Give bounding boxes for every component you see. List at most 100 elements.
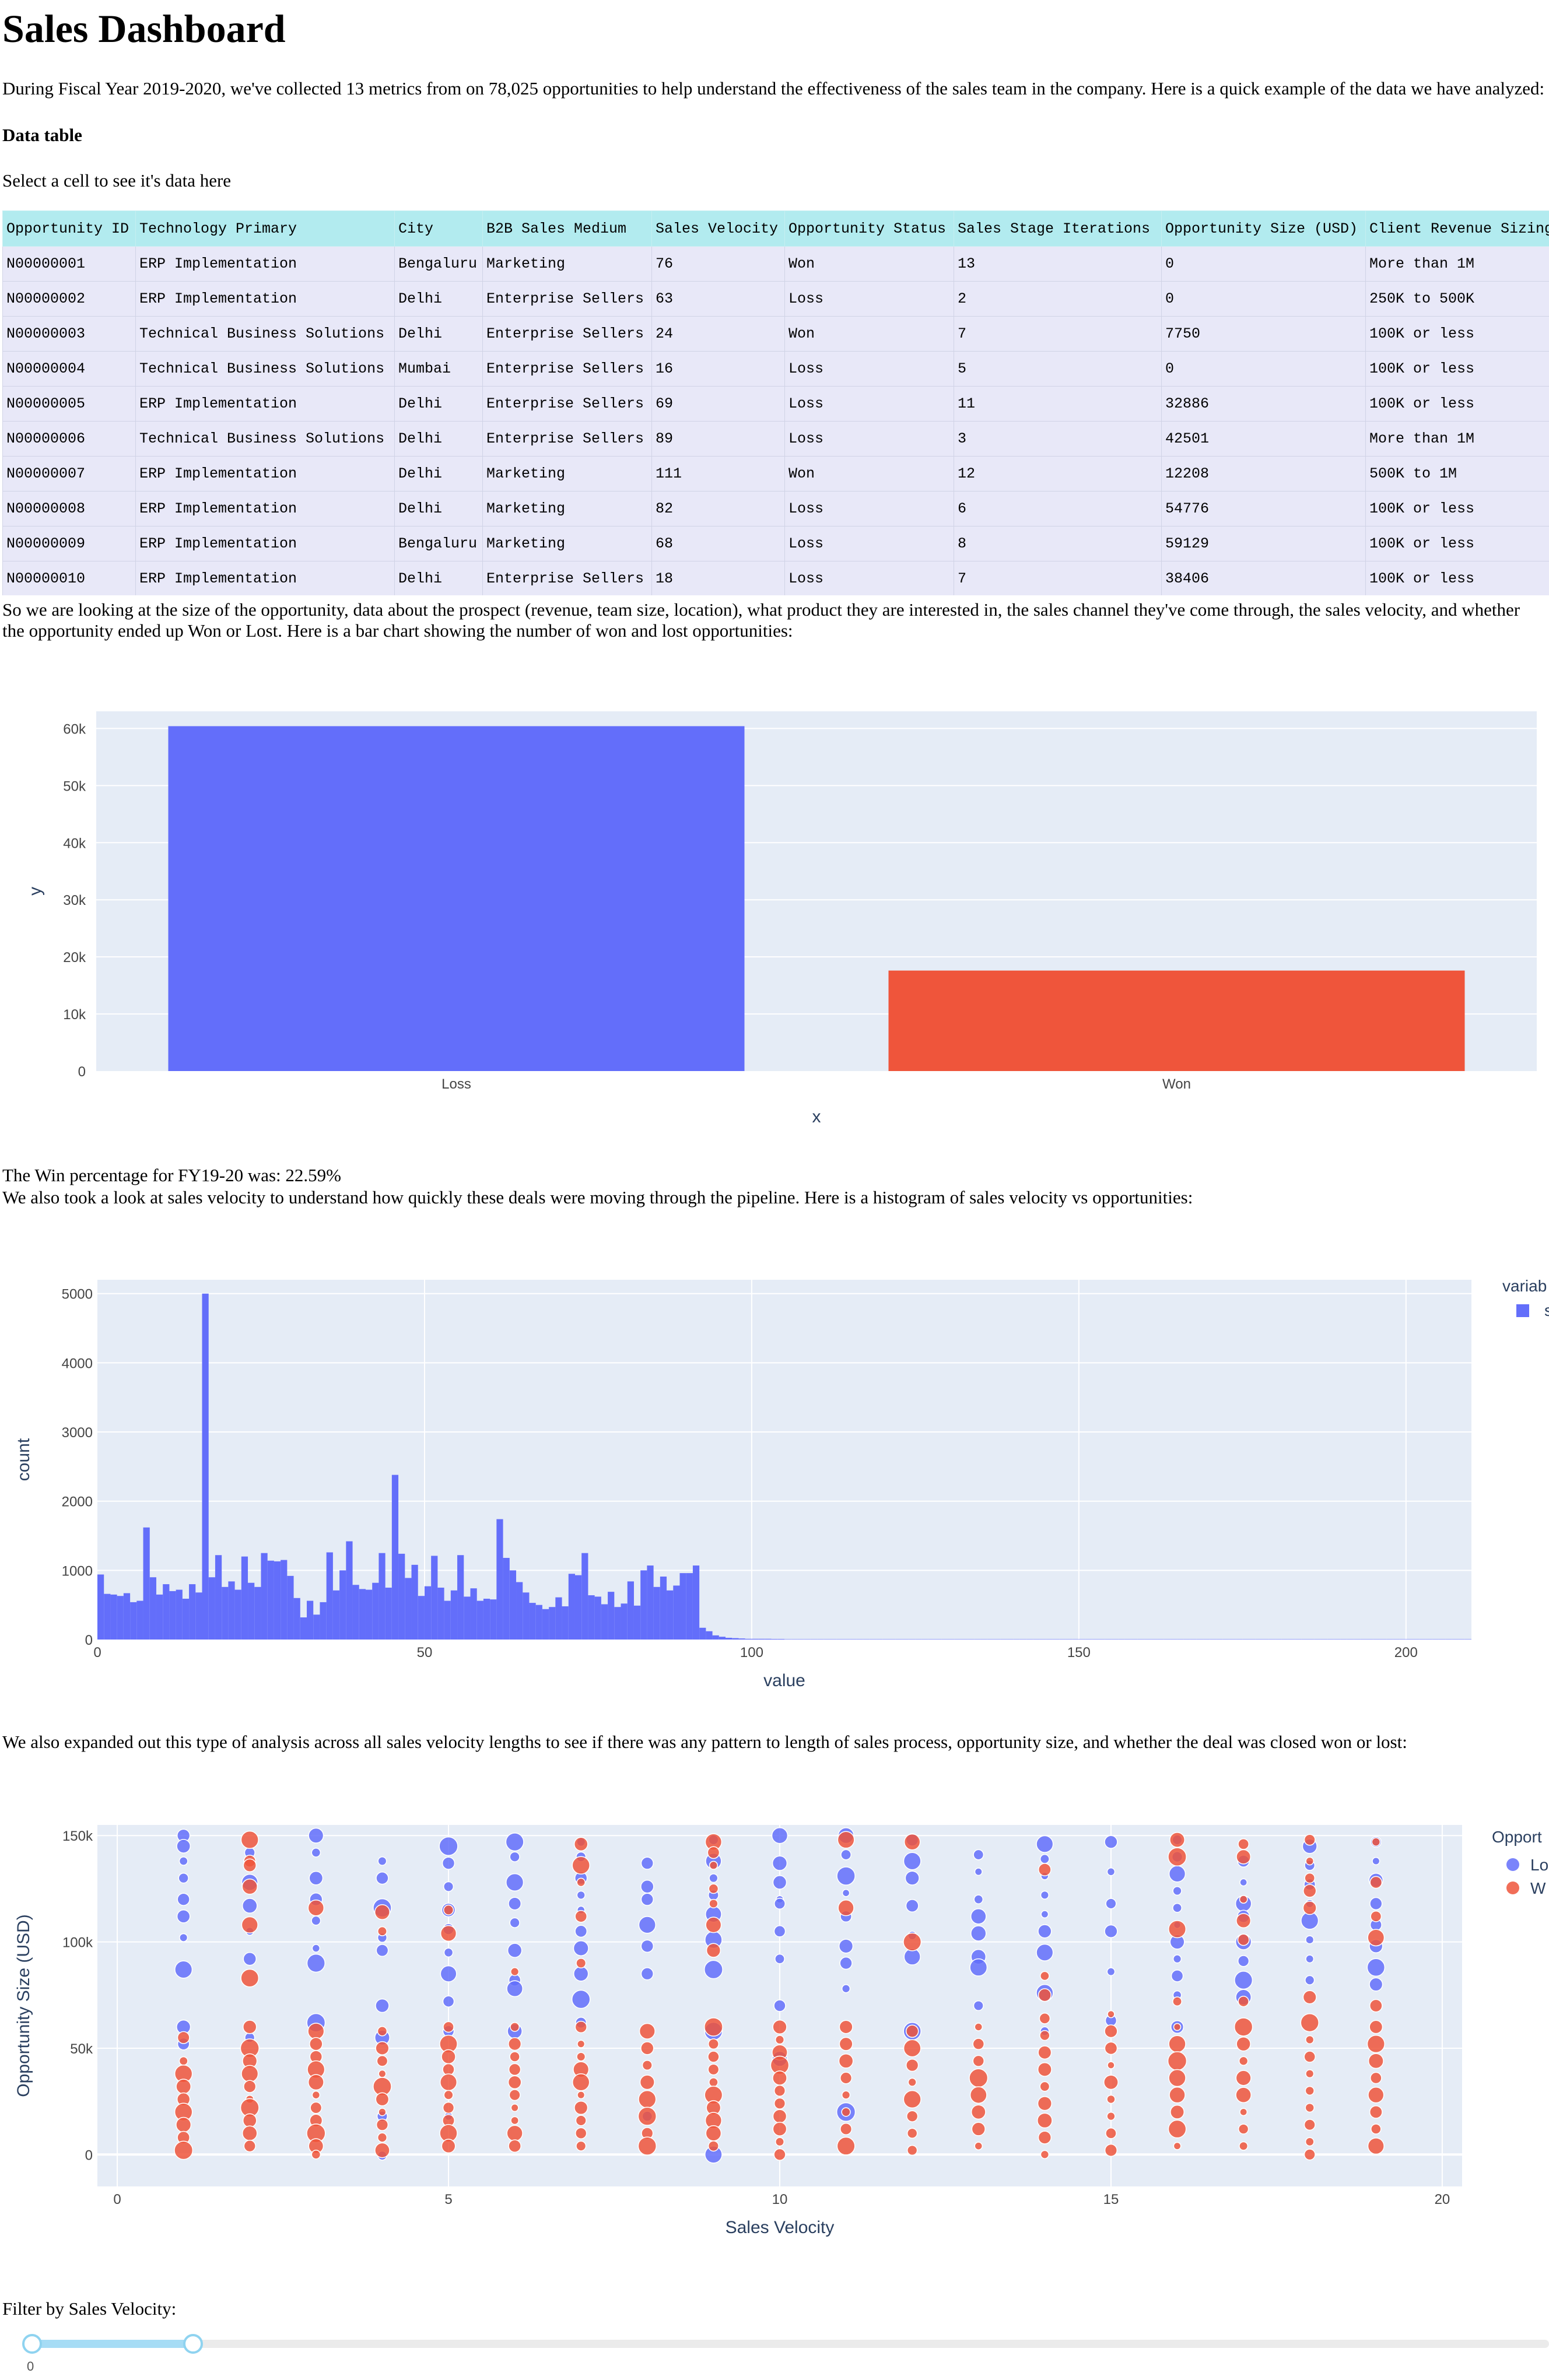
table-cell[interactable]: Won — [784, 456, 954, 492]
table-cell[interactable]: 13 — [954, 246, 1162, 282]
table-cell[interactable]: 3 — [954, 421, 1162, 457]
table-cell[interactable]: 42501 — [1161, 421, 1366, 457]
table-cell[interactable]: 6 — [954, 491, 1162, 526]
bar-won[interactable] — [888, 970, 1465, 1071]
table-cell[interactable]: Loss — [784, 281, 954, 317]
table-cell[interactable]: ERP Implementation — [135, 386, 395, 422]
table-cell[interactable]: N00000004 — [2, 351, 136, 387]
table-cell[interactable]: N00000006 — [2, 421, 136, 457]
column-header[interactable]: Opportunity Status — [784, 210, 954, 247]
table-cell[interactable]: 7 — [954, 561, 1162, 595]
data-table[interactable]: Opportunity ID Technology Primary City B2B … — [2, 210, 1549, 595]
table-cell[interactable]: Delhi — [394, 386, 483, 422]
table-cell[interactable]: Won — [784, 316, 954, 352]
table-row[interactable]: N00000004 Technical Business Solutions Mum… — [2, 351, 1549, 387]
table-row[interactable]: N00000005 ERP Implementation Delhi Enterpri… — [2, 386, 1549, 422]
table-cell[interactable]: Loss — [784, 491, 954, 526]
table-cell[interactable]: Loss — [784, 351, 954, 387]
table-cell[interactable]: Delhi — [394, 561, 483, 595]
table-cell[interactable]: Marketing — [482, 246, 652, 282]
table-row[interactable]: N00000009 ERP Implementation Bengaluru Mark… — [2, 526, 1549, 561]
table-row[interactable]: N00000008 ERP Implementation Delhi Marketin… — [2, 491, 1549, 526]
table-cell[interactable]: 250K to 500K — [1365, 281, 1549, 317]
table-cell[interactable]: 100K or less — [1365, 351, 1549, 387]
table-cell[interactable]: 0 — [1161, 281, 1366, 317]
table-cell[interactable]: 8 — [954, 526, 1162, 561]
table-cell[interactable]: 59129 — [1161, 526, 1366, 561]
table-cell[interactable]: 18 — [651, 561, 785, 595]
column-header[interactable]: B2B Sales Medium — [482, 210, 652, 247]
bar-loss[interactable] — [168, 726, 745, 1071]
table-cell[interactable]: N00000002 — [2, 281, 136, 317]
table-cell[interactable]: N00000007 — [2, 456, 136, 492]
column-header[interactable]: Opportunity Size (USD) — [1161, 210, 1366, 247]
table-cell[interactable]: N00000009 — [2, 526, 136, 561]
table-cell[interactable]: ERP Implementation — [135, 491, 395, 526]
table-cell[interactable]: Won — [784, 246, 954, 282]
table-cell[interactable]: 5 — [954, 351, 1162, 387]
table-row[interactable]: N00000003 Technical Business Solutions Del… — [2, 316, 1549, 352]
table-row[interactable]: N00000010 ERP Implementation Delhi Enterpri… — [2, 561, 1549, 595]
table-cell[interactable]: 89 — [651, 421, 785, 457]
table-cell[interactable]: 7 — [954, 316, 1162, 352]
table-cell[interactable]: 32886 — [1161, 386, 1366, 422]
table-cell[interactable]: Enterprise Sellers — [482, 281, 652, 317]
table-cell[interactable]: 500K to 1M — [1365, 456, 1549, 492]
column-header[interactable]: Sales Stage Iterations — [954, 210, 1162, 247]
table-cell[interactable]: Technical Business Solutions — [135, 316, 395, 352]
table-cell[interactable]: 100K or less — [1365, 526, 1549, 561]
table-cell[interactable]: N00000003 — [2, 316, 136, 352]
table-cell[interactable]: 69 — [651, 386, 785, 422]
table-cell[interactable]: ERP Implementation — [135, 526, 395, 561]
velocity-size-scatter-chart[interactable]: 0 50k 100k 150k 0 5 10 15 20 Sales Velocity Opport… — [0, 1802, 1549, 2262]
column-header[interactable]: Client Revenue Sizing — [1365, 210, 1549, 247]
table-cell[interactable]: Loss — [784, 421, 954, 457]
table-cell[interactable]: Enterprise Sellers — [482, 561, 652, 595]
table-cell[interactable]: Loss — [784, 526, 954, 561]
table-cell[interactable]: ERP Implementation — [135, 246, 395, 282]
table-row[interactable]: N00000002 ERP Implementation Delhi Enterpri… — [2, 281, 1549, 317]
table-cell[interactable]: Delhi — [394, 456, 483, 492]
table-cell[interactable]: Enterprise Sellers — [482, 421, 652, 457]
table-cell[interactable]: 76 — [651, 246, 785, 282]
table-cell[interactable]: ERP Implementation — [135, 456, 395, 492]
table-cell[interactable]: Enterprise Sellers — [482, 386, 652, 422]
table-cell[interactable]: 2 — [954, 281, 1162, 317]
table-cell[interactable]: More than 1M — [1365, 246, 1549, 282]
table-cell[interactable]: 12 — [954, 456, 1162, 492]
table-cell[interactable]: Marketing — [482, 491, 652, 526]
table-cell[interactable]: Bengaluru — [394, 246, 483, 282]
table-cell[interactable]: Delhi — [394, 281, 483, 317]
velocity-slider-high-handle[interactable] — [183, 2334, 203, 2354]
table-cell[interactable]: 38406 — [1161, 561, 1366, 595]
column-header[interactable]: Sales Velocity — [651, 210, 785, 247]
sales-velocity-histogram[interactable]: 0 1000 2000 3000 4000 5000 0 50 100 150 200 value co… — [0, 1248, 1549, 1702]
table-cell[interactable]: 0 — [1161, 246, 1366, 282]
velocity-slider-track[interactable] — [29, 2340, 1549, 2348]
table-cell[interactable]: 82 — [651, 491, 785, 526]
table-cell[interactable]: More than 1M — [1365, 421, 1549, 457]
table-cell[interactable]: Technical Business Solutions — [135, 421, 395, 457]
table-cell[interactable]: Enterprise Sellers — [482, 351, 652, 387]
table-cell[interactable]: 54776 — [1161, 491, 1366, 526]
table-cell[interactable]: 11 — [954, 386, 1162, 422]
table-cell[interactable]: N00000005 — [2, 386, 136, 422]
table-cell[interactable]: Marketing — [482, 526, 652, 561]
table-cell[interactable]: 100K or less — [1365, 491, 1549, 526]
table-cell[interactable]: 100K or less — [1365, 316, 1549, 352]
table-row[interactable]: N00000006 Technical Business Solutions Del… — [2, 421, 1549, 457]
column-header[interactable]: City — [394, 210, 483, 247]
table-cell[interactable]: 63 — [651, 281, 785, 317]
table-cell[interactable]: 7750 — [1161, 316, 1366, 352]
table-cell[interactable]: Delhi — [394, 421, 483, 457]
table-cell[interactable]: 100K or less — [1365, 386, 1549, 422]
won-loss-bar-chart[interactable]: 0 10k 20k 30k 40k 50k 60k Loss Won x y — [0, 688, 1549, 1143]
table-cell[interactable]: Enterprise Sellers — [482, 316, 652, 352]
table-cell[interactable]: Delhi — [394, 491, 483, 526]
table-cell[interactable]: Loss — [784, 386, 954, 422]
column-header[interactable]: Opportunity ID — [2, 210, 136, 247]
table-cell[interactable]: 16 — [651, 351, 785, 387]
table-cell[interactable]: Delhi — [394, 316, 483, 352]
table-cell[interactable]: N00000010 — [2, 561, 136, 595]
velocity-slider-range[interactable] — [29, 2340, 192, 2348]
